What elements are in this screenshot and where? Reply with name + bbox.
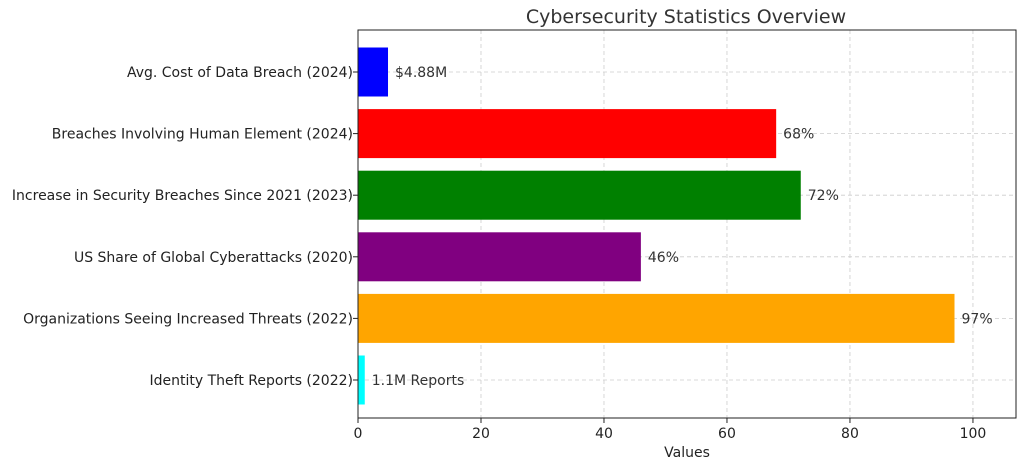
x-tick-label: 60 (718, 426, 736, 442)
bar (358, 47, 389, 97)
bars (358, 47, 955, 405)
data-label: 97% (962, 311, 993, 327)
x-tick-label: 0 (354, 426, 363, 442)
plot-frame (357, 29, 1017, 419)
x-tick-label: 100 (960, 426, 987, 442)
chart-title: Cybersecurity Statistics Overview (526, 6, 846, 28)
x-tick-label: 20 (472, 426, 490, 442)
grid-lines (357, 30, 1016, 418)
category-label: Organizations Seeing Increased Threats (… (23, 311, 353, 327)
bar (358, 232, 641, 282)
data-label: 46% (648, 250, 679, 266)
x-axis-label: Values (664, 445, 710, 461)
bar (358, 293, 955, 343)
data-label: $4.88M (395, 65, 447, 81)
bar (358, 109, 777, 159)
y-axis-category-labels: Avg. Cost of Data Breach (2024) Breaches … (12, 65, 353, 389)
bar (358, 170, 801, 220)
category-label: Avg. Cost of Data Breach (2024) (127, 65, 353, 81)
category-label: Identity Theft Reports (2022) (150, 373, 353, 389)
category-label: Increase in Security Breaches Since 2021… (12, 188, 353, 204)
data-label: 72% (808, 188, 839, 204)
data-label: 68% (783, 127, 814, 143)
x-tick-label: 80 (841, 426, 859, 442)
category-label: US Share of Global Cyberattacks (2020) (74, 250, 353, 266)
x-tick-label: 40 (595, 426, 613, 442)
category-label: Breaches Involving Human Element (2024) (52, 127, 353, 143)
data-label: 1.1M Reports (372, 373, 465, 389)
data-labels: $4.88M 68% 72% 46% 97% 1.1M Reports (372, 65, 993, 389)
x-axis-ticks: 0 20 40 60 80 100 (353, 71, 987, 442)
bar (358, 355, 365, 405)
